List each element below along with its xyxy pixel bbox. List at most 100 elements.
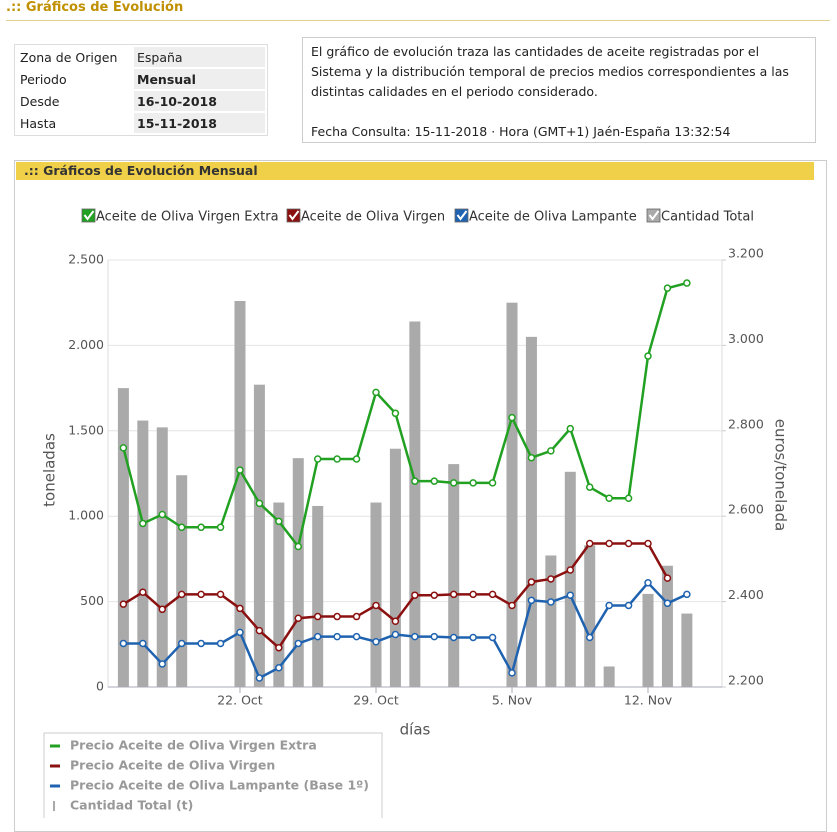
point bbox=[547, 575, 555, 583]
point bbox=[527, 453, 536, 462]
info-label: Zona de Origen bbox=[20, 49, 118, 65]
point bbox=[624, 539, 633, 548]
point bbox=[352, 455, 361, 463]
point bbox=[683, 590, 691, 599]
info-label: Hasta bbox=[20, 115, 57, 131]
x-axis-title: días bbox=[400, 721, 431, 739]
y2-tick-label: 2.200 bbox=[728, 673, 764, 688]
legend-label[interactable]: Precio Aceite de Oliva Lampante (Base 1º… bbox=[70, 778, 369, 793]
bar bbox=[312, 505, 324, 687]
point bbox=[566, 566, 575, 574]
point bbox=[547, 447, 555, 455]
filter-checkbox[interactable]: Cantidad Total bbox=[646, 208, 754, 225]
point bbox=[469, 590, 477, 599]
filter-checkbox[interactable]: Aceite de Oliva Lampante bbox=[454, 208, 637, 225]
info-row: Desde 16-10-2018 bbox=[17, 91, 265, 111]
point bbox=[275, 643, 283, 652]
page-title: .:: Gráficos de Evolución bbox=[6, 0, 830, 21]
point bbox=[508, 413, 516, 422]
point bbox=[294, 614, 303, 623]
y-tick-label: 500 bbox=[80, 593, 104, 608]
point bbox=[197, 639, 205, 648]
info-row: Zona de Origen España bbox=[17, 47, 265, 67]
info-value: 16-10-2018 bbox=[134, 91, 265, 111]
point bbox=[644, 352, 652, 360]
point bbox=[119, 639, 128, 648]
y-tick-label: 2.000 bbox=[68, 337, 104, 352]
point bbox=[644, 579, 652, 587]
info-value: España bbox=[134, 47, 265, 67]
legend-label[interactable]: Precio Aceite de Oliva Virgen Extra bbox=[70, 738, 317, 753]
bar bbox=[253, 384, 265, 687]
filter-checkbox[interactable]: Aceite de Oliva Virgen Extra bbox=[81, 208, 279, 225]
point bbox=[275, 664, 283, 672]
point bbox=[216, 639, 225, 648]
point bbox=[605, 601, 613, 610]
check-mark bbox=[288, 210, 300, 221]
point bbox=[333, 632, 341, 641]
bar bbox=[292, 458, 304, 687]
point bbox=[430, 591, 439, 599]
point bbox=[449, 590, 458, 599]
check-mark bbox=[456, 210, 468, 221]
y-axis-title: toneladas bbox=[41, 433, 59, 507]
point bbox=[411, 632, 419, 641]
filter-label[interactable]: Aceite de Oliva Virgen bbox=[301, 210, 445, 225]
point bbox=[177, 590, 186, 599]
bar bbox=[681, 613, 693, 687]
point bbox=[333, 455, 341, 463]
legend-label[interactable]: Precio Aceite de Oliva Virgen bbox=[70, 758, 275, 773]
y-tick-label: 1.500 bbox=[68, 422, 104, 437]
point bbox=[644, 539, 652, 548]
point bbox=[430, 632, 439, 641]
point bbox=[683, 279, 691, 287]
info-row: Periodo Mensual bbox=[17, 69, 265, 89]
description: El gráfico de evolución traza las cantid… bbox=[302, 37, 816, 143]
point bbox=[294, 639, 303, 648]
bar bbox=[370, 502, 382, 687]
point bbox=[139, 588, 147, 596]
bar bbox=[564, 471, 576, 687]
legend-label[interactable]: Cantidad Total (t) bbox=[70, 798, 193, 813]
point bbox=[449, 633, 458, 642]
x-tick-label: 29. Oct bbox=[353, 693, 399, 708]
point bbox=[294, 542, 303, 551]
info-table: Zona de Origen España Periodo Mensual Desde 1… bbox=[14, 44, 268, 136]
description-text: El gráfico de evolución traza las cantid… bbox=[311, 44, 789, 99]
point bbox=[605, 539, 613, 548]
filter-label[interactable]: Cantidad Total bbox=[661, 210, 754, 225]
x-tick-label: 12. Nov bbox=[624, 693, 673, 708]
filter-label[interactable]: Aceite de Oliva Lampante bbox=[469, 210, 637, 225]
x-tick-label: 5. Nov bbox=[492, 693, 533, 708]
bar bbox=[234, 300, 246, 687]
point bbox=[119, 444, 128, 452]
point bbox=[624, 494, 633, 503]
point bbox=[333, 612, 341, 621]
point bbox=[585, 633, 594, 642]
filter-checkbox[interactable]: Aceite de Oliva Virgen bbox=[286, 208, 445, 225]
filter-label[interactable]: Aceite de Oliva Virgen Extra bbox=[96, 210, 279, 225]
bar bbox=[584, 545, 596, 687]
point bbox=[663, 284, 672, 292]
point bbox=[197, 590, 205, 599]
point bbox=[391, 630, 400, 639]
point bbox=[216, 523, 225, 532]
point bbox=[236, 604, 244, 613]
y2-tick-label: 2.800 bbox=[728, 416, 764, 431]
point bbox=[663, 599, 672, 608]
point bbox=[119, 600, 128, 608]
y2-axis-title: euros/tonelada bbox=[772, 419, 790, 532]
point bbox=[566, 424, 575, 433]
x-tick-label: 22. Oct bbox=[217, 693, 263, 708]
point bbox=[158, 660, 167, 668]
point bbox=[372, 388, 380, 397]
point bbox=[488, 633, 497, 642]
point bbox=[624, 601, 633, 610]
point bbox=[158, 510, 167, 519]
bar bbox=[525, 336, 537, 687]
point bbox=[236, 628, 244, 637]
legend-box bbox=[43, 732, 383, 818]
check-mark bbox=[648, 210, 660, 221]
point bbox=[139, 639, 147, 648]
